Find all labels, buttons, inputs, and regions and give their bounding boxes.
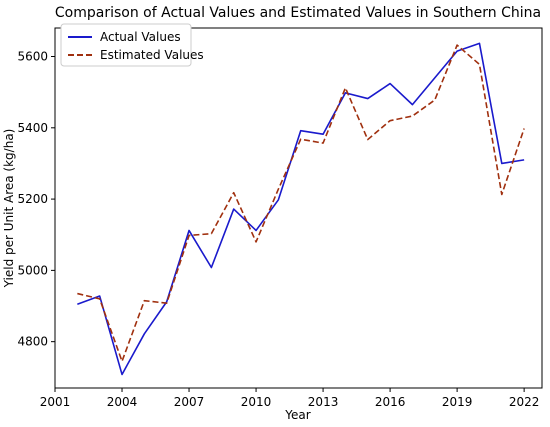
y-axis: 4800 5000 5200 5400 5600 <box>17 50 55 349</box>
x-axis: 2001 2004 2007 2010 2013 2016 2019 2022 <box>40 388 540 409</box>
legend: Actual Values Estimated Values <box>60 23 204 67</box>
plot-frame <box>54 27 543 389</box>
x-axis-label: Year <box>284 408 310 422</box>
x-tick-label: 2010 <box>241 395 272 409</box>
x-tick-label: 2001 <box>40 395 71 409</box>
legend-box <box>60 23 192 67</box>
plot-area <box>77 42 525 376</box>
x-tick-label: 2007 <box>174 395 205 409</box>
y-tick-label: 5400 <box>17 121 48 135</box>
x-tick-label: 2019 <box>442 395 473 409</box>
y-tick-label: 4800 <box>17 335 48 349</box>
x-tick-label: 2016 <box>375 395 406 409</box>
series-line-estimated-values <box>77 44 525 363</box>
y-tick-label: 5000 <box>17 263 48 277</box>
x-tick-label: 2022 <box>509 395 540 409</box>
series-line-actual-values <box>77 42 525 376</box>
chart-title: Comparison of Actual Values and Estimate… <box>55 5 541 21</box>
x-tick-label: 2004 <box>107 395 138 409</box>
y-axis-label: Yield per Unit Area (kg/ha) <box>2 129 16 289</box>
y-tick-label: 5600 <box>17 50 48 64</box>
legend-label-estimated-values: Estimated Values <box>100 48 204 62</box>
x-tick-label: 2013 <box>308 395 339 409</box>
legend-label-actual-values: Actual Values <box>100 30 181 44</box>
y-tick-label: 5200 <box>17 192 48 206</box>
